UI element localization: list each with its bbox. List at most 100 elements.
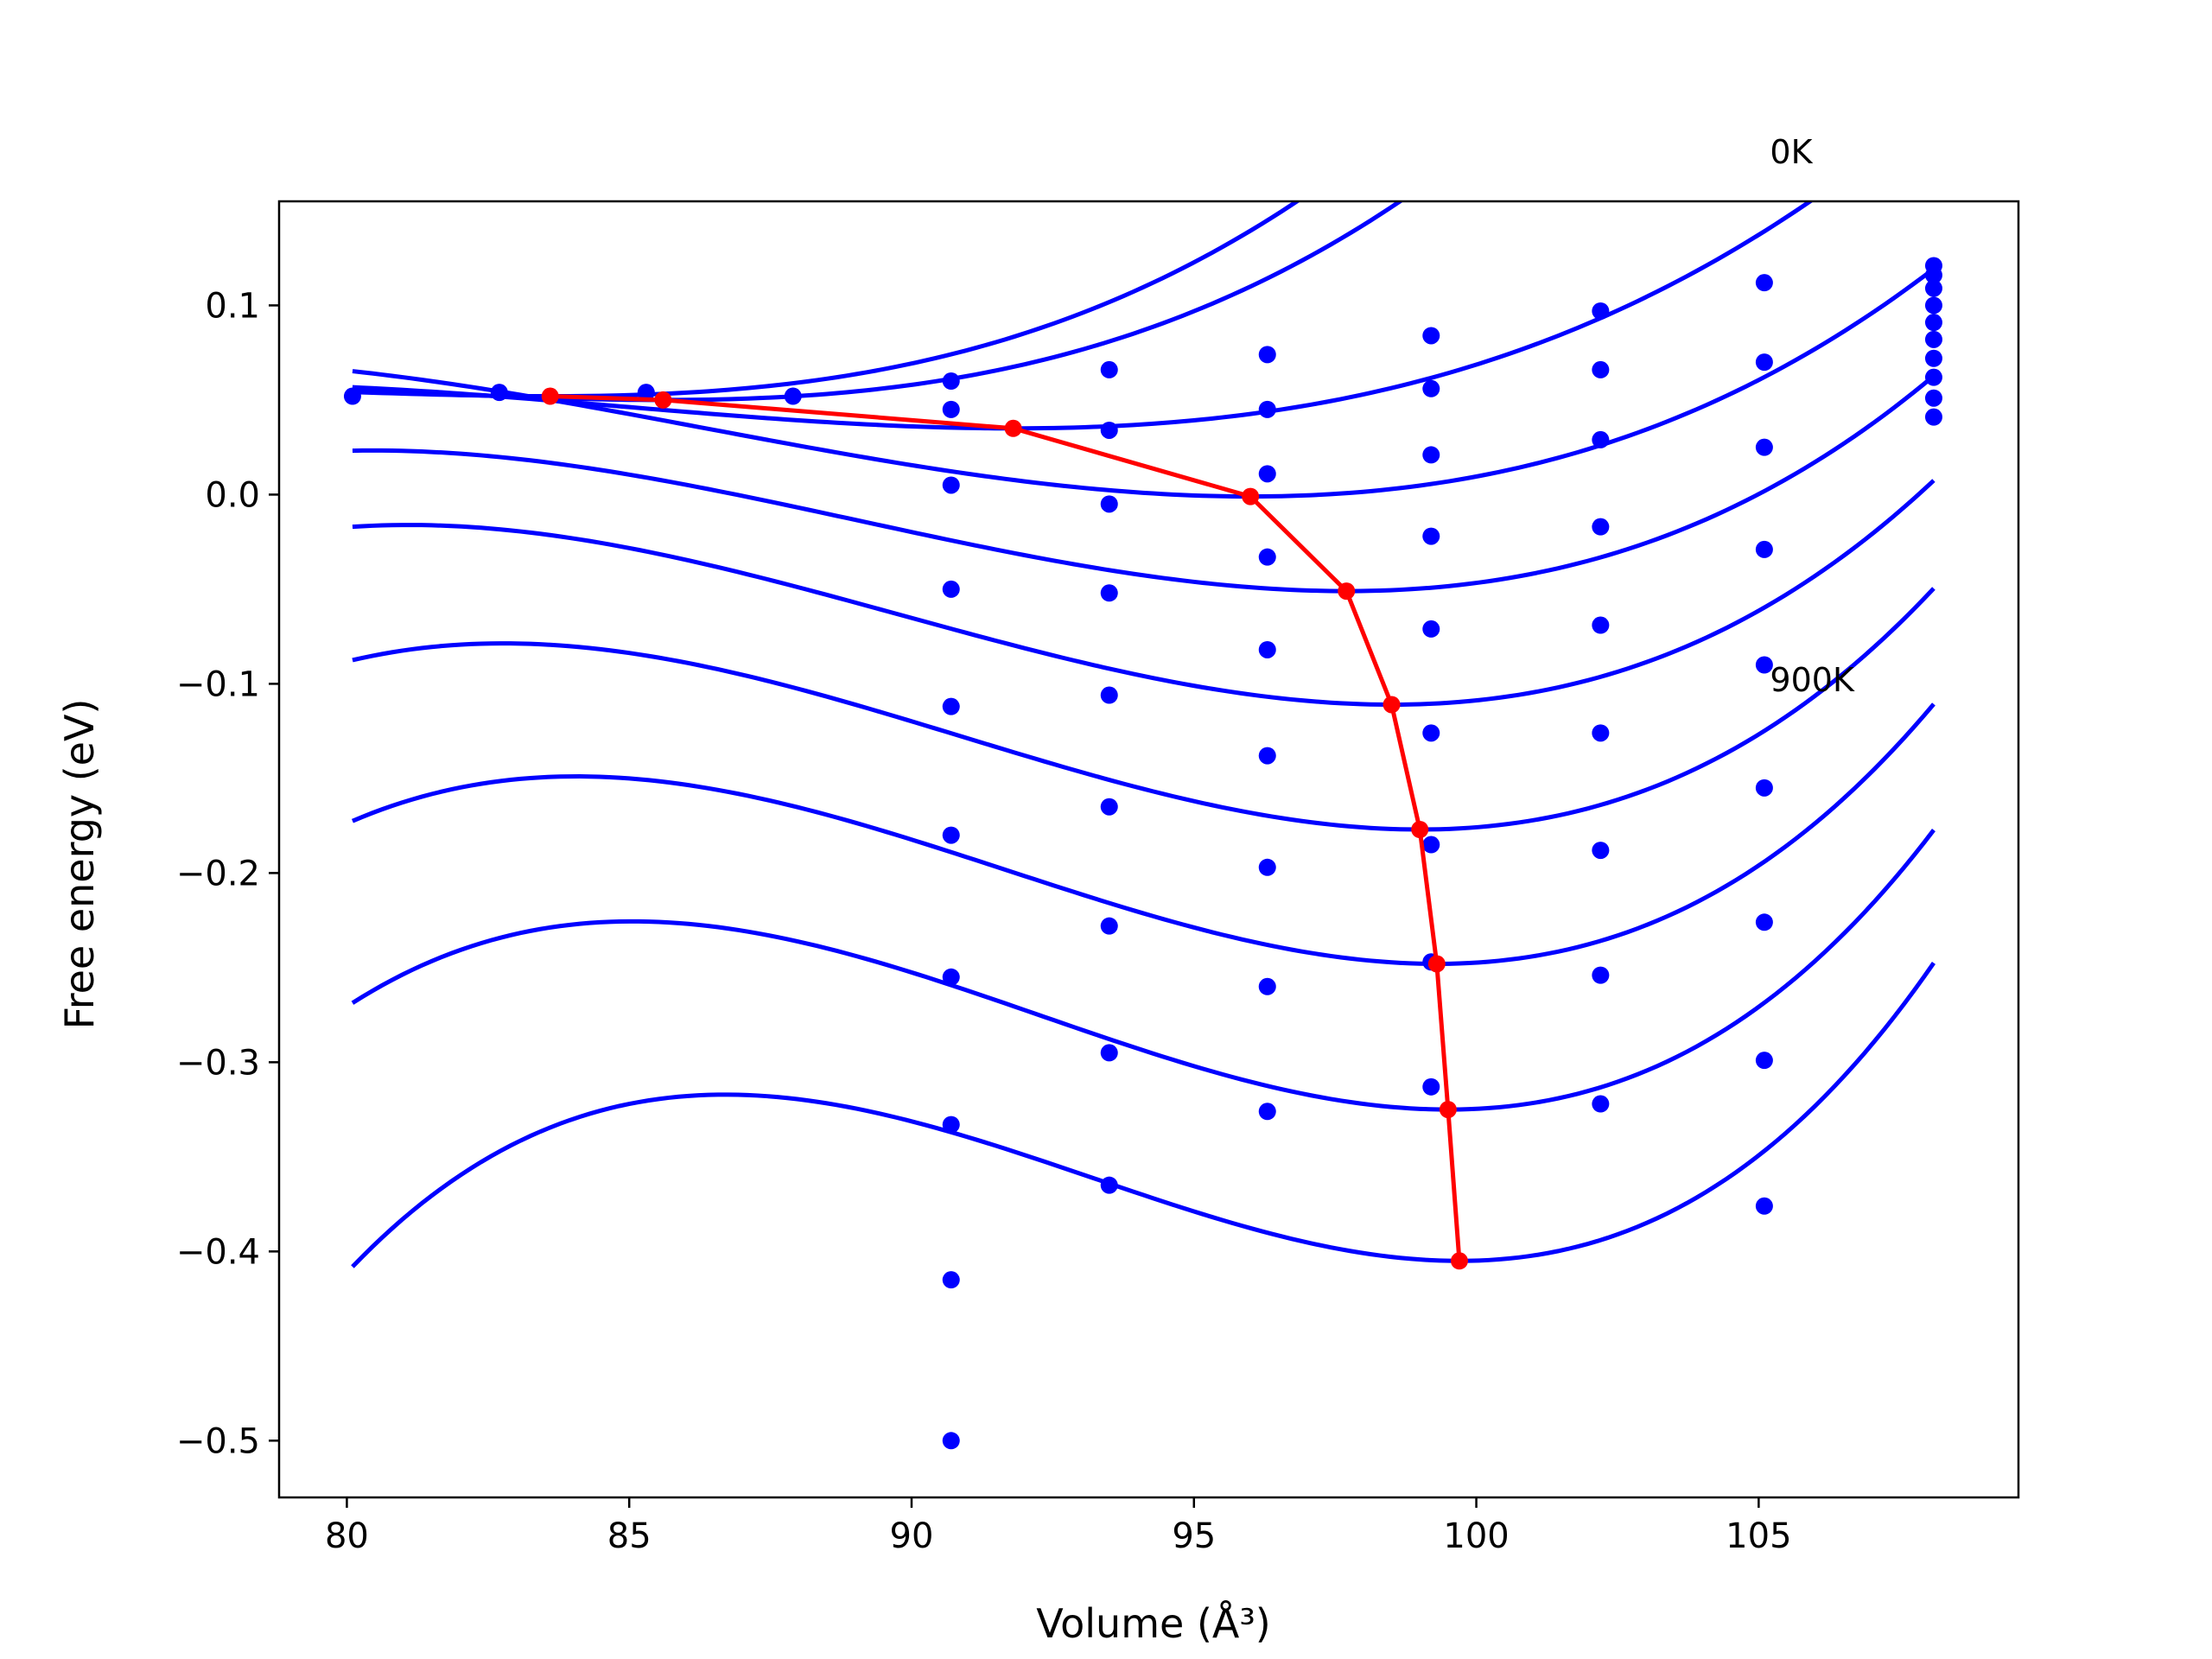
minimum-point-9 — [1439, 1101, 1457, 1119]
data-point-69 — [1924, 408, 1942, 426]
data-point-26 — [1258, 465, 1276, 483]
data-point-45 — [1592, 518, 1610, 536]
y-tick-label-6: −0.5 — [176, 1421, 260, 1461]
data-point-61 — [1924, 266, 1942, 284]
data-point-9 — [942, 697, 960, 715]
y-axis-label: Free energy (eV) — [56, 699, 103, 1030]
data-point-15 — [1100, 360, 1118, 378]
minimum-point-1 — [541, 387, 559, 405]
data-point-11 — [942, 968, 960, 986]
data-point-18 — [1100, 584, 1118, 602]
data-point-52 — [1755, 353, 1773, 372]
data-point-1 — [343, 387, 361, 405]
data-point-44 — [1592, 430, 1610, 448]
x-tick-label-80: 80 — [325, 1516, 369, 1556]
data-point-16 — [1100, 421, 1118, 439]
y-tick-label-5: −0.4 — [176, 1232, 260, 1272]
data-point-21 — [1100, 917, 1118, 935]
data-point-46 — [1592, 616, 1610, 634]
data-point-14 — [942, 1432, 960, 1450]
data-point-67 — [1924, 368, 1942, 386]
data-point-7 — [942, 476, 960, 494]
data-point-22 — [1100, 1044, 1118, 1062]
data-point-55 — [1755, 656, 1773, 674]
data-point-34 — [1422, 379, 1440, 397]
data-point-29 — [1258, 747, 1276, 765]
plot-frame — [277, 200, 2020, 1499]
data-point-41 — [1422, 1077, 1440, 1096]
y-tick-label-4: −0.3 — [176, 1043, 260, 1083]
data-point-27 — [1258, 548, 1276, 566]
data-point-23 — [1100, 1176, 1118, 1194]
data-point-30 — [1258, 858, 1276, 876]
annotation-2: 900K — [1770, 661, 1855, 699]
data-point-24 — [1258, 346, 1276, 364]
data-point-35 — [1422, 446, 1440, 464]
data-point-39 — [1422, 836, 1440, 854]
data-point-50 — [1592, 1095, 1610, 1113]
minimum-point-5 — [1338, 582, 1356, 601]
fit-curve-8 — [351, 702, 1936, 966]
data-point-64 — [1924, 314, 1942, 332]
fit-curve-4 — [352, 267, 1936, 499]
data-point-33 — [1422, 327, 1440, 345]
y-tick-label-3: −0.2 — [176, 854, 260, 893]
data-point-51 — [1755, 274, 1773, 292]
data-point-13 — [942, 1271, 960, 1289]
fit-curve-5 — [352, 374, 1936, 594]
minimum-line — [550, 394, 1462, 1262]
data-point-20 — [1100, 798, 1118, 816]
data-point-8 — [942, 580, 960, 598]
data-point-5 — [942, 372, 960, 391]
y-axis: 0.1 0.0 −0.1 −0.2 −0.3 −0.4 −0.5 — [176, 286, 279, 1461]
fit-curve-3 — [352, 201, 1815, 431]
data-point-6 — [942, 400, 960, 418]
data-point-53 — [1755, 438, 1773, 456]
data-point-66 — [1924, 349, 1942, 367]
data-point-12 — [942, 1116, 960, 1134]
minimum-point-8 — [1427, 955, 1446, 973]
fit-curve-10 — [351, 961, 1936, 1268]
minimum-point-7 — [1411, 821, 1429, 839]
data-point-37 — [1422, 620, 1440, 638]
minimum-point-10 — [1450, 1252, 1468, 1270]
y-tick-label-1: 0.0 — [205, 475, 260, 515]
data-point-56 — [1755, 779, 1773, 797]
plot-clip-group — [343, 201, 1942, 1450]
data-point-10 — [942, 826, 960, 844]
minimum-point-3 — [1004, 419, 1022, 437]
fit-curve-6 — [352, 479, 1936, 707]
data-point-3 — [637, 384, 655, 402]
data-point-47 — [1592, 724, 1610, 742]
data-point-36 — [1422, 527, 1440, 545]
x-tick-label-105: 105 — [1726, 1516, 1791, 1556]
annotations: 0K 900K — [1770, 133, 1855, 699]
fit-curve-1 — [352, 201, 1301, 399]
data-point-19 — [1100, 686, 1118, 704]
y-tick-label-2: −0.1 — [176, 664, 260, 704]
data-point-38 — [1422, 724, 1440, 742]
minimum-point-4 — [1242, 487, 1260, 505]
x-tick-label-85: 85 — [607, 1516, 652, 1556]
plot-content — [343, 201, 1942, 1450]
x-tick-label-90: 90 — [890, 1516, 934, 1556]
data-point-43 — [1592, 360, 1610, 378]
data-point-57 — [1755, 913, 1773, 931]
x-axis: 80 85 90 95 100 105 — [325, 1497, 1792, 1556]
data-point-32 — [1258, 1103, 1276, 1121]
minimum-point-6 — [1382, 696, 1401, 714]
x-tick-label-95: 95 — [1172, 1516, 1216, 1556]
fit-curve-9 — [351, 829, 1936, 1112]
fit-curve-7 — [352, 587, 1936, 832]
data-point-62 — [1924, 279, 1942, 297]
y-tick-label-0: 0.1 — [205, 286, 260, 326]
data-point-17 — [1100, 495, 1118, 513]
x-tick-label-100: 100 — [1443, 1516, 1509, 1556]
data-point-48 — [1592, 842, 1610, 860]
data-point-65 — [1924, 330, 1942, 348]
data-point-54 — [1755, 540, 1773, 558]
data-point-68 — [1924, 389, 1942, 407]
axes-frame — [277, 200, 2020, 1499]
